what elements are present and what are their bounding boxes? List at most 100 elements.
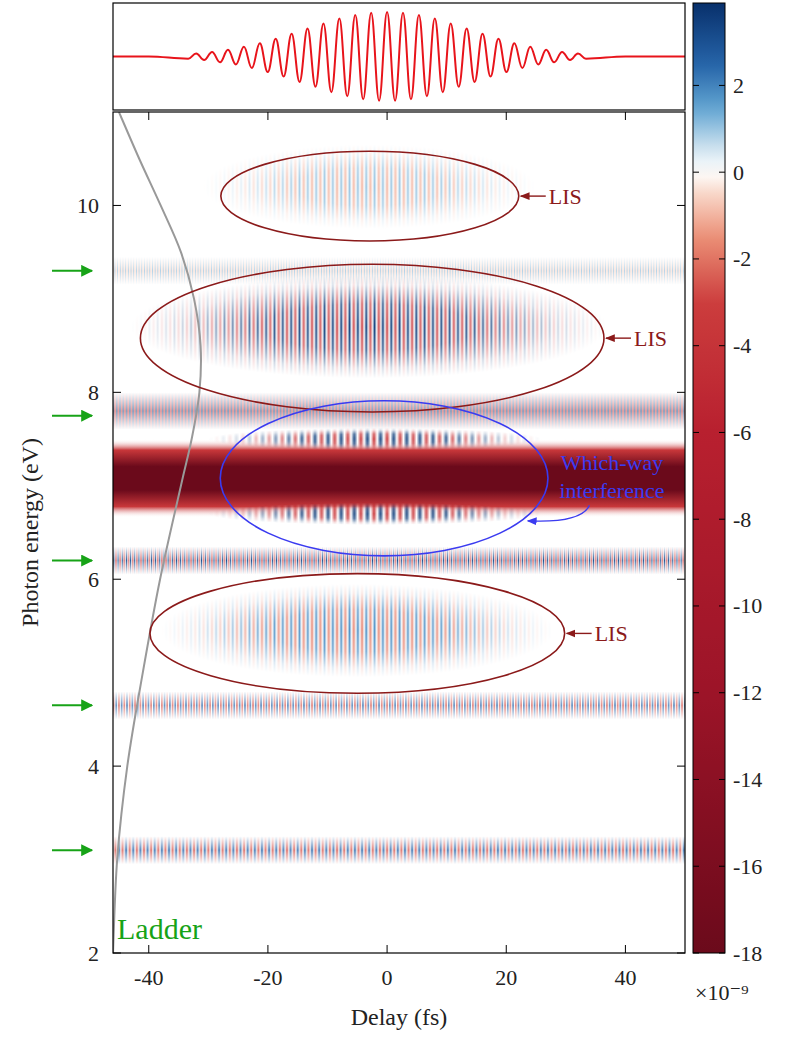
colorbar-tick [693,172,699,173]
y-tick [113,579,121,580]
pulse-data [113,12,685,101]
annotation-ellipse [150,574,565,694]
annotations: LIS LIS Which-way interference LIS [521,184,667,646]
x-tick [148,112,149,120]
ladder-label: Ladder [117,912,202,945]
fringe-band [113,547,685,575]
y-tick [677,205,685,206]
x-tick [267,945,268,953]
colorbar-tick [693,519,699,520]
colorbar-tick [719,85,725,86]
fringe-region [131,276,608,379]
colorbar-tick-label: -8 [733,507,751,532]
annotation-label: Which-way interference [559,450,664,503]
colorbar-tick [693,85,699,86]
fringe-region [208,428,542,450]
x-tick [506,945,507,953]
annotation-line: Which-way [561,450,664,475]
colorbar [693,3,725,953]
pulse-line [113,12,685,101]
ladder-arrow [52,270,92,272]
colorbar-tick-label: -10 [733,593,762,618]
ladder-arrow [52,415,92,417]
annotation-arrow [521,195,546,196]
colorbar-tick [719,432,725,433]
ladder-arrow [52,560,92,562]
colorbar-tick [719,345,725,346]
colorbar-tick [693,258,699,259]
colorbar-tick-label: -4 [733,333,751,358]
x-tick [387,945,388,953]
annotation-arrow [528,505,590,521]
y-tick [113,953,121,954]
y-tick [113,766,121,767]
y-tick-label: 10 [77,193,99,218]
colorbar-tick [693,605,699,606]
colorbar-tick [719,519,725,520]
colorbar-tick [693,345,699,346]
annotation-label: LIS [634,326,667,351]
colorbar-tick [719,866,725,867]
fringe-band [113,836,685,864]
figure: LIS LIS Which-way interference LIS -4 0 -20 0 20 4… [0,0,802,1038]
plot-frame [113,112,685,953]
colorbar-multiplier: ×10⁻⁹ [695,980,749,1005]
colorbar-tick [719,605,725,606]
x-tick-label: 40 [614,965,636,990]
colorbar-tick-label: 2 [733,73,744,98]
colorbar-tick-label: -12 [733,680,762,705]
fringe-region [161,584,554,677]
fringe-band [113,691,685,719]
colorbar-tick-label: -16 [733,854,762,879]
y-tick [113,205,121,206]
plot-data [113,112,685,953]
colorbar-tick [719,258,725,259]
x-tick [625,945,626,953]
annotation-ellipse [221,151,519,241]
x-tick-label: -20 [253,965,282,990]
colorbar-tick-label: -2 [733,246,751,271]
annotation-ellipse [220,401,548,556]
colorbar-tick-label: -18 [733,941,762,966]
y-tick [677,579,685,580]
pulse-frame [113,3,685,110]
colorbar-tick [693,953,699,954]
ladder-arrow [52,849,92,851]
y-tick [677,392,685,393]
colorbar-tick-label: -6 [733,420,751,445]
colorbar-tick [719,692,725,693]
y-tick [113,392,121,393]
x-tick-label: 20 [495,965,517,990]
plot-background [113,112,685,953]
colorbar-tick-label: -14 [733,767,762,792]
y-tick [677,766,685,767]
fringe-region [208,503,542,525]
annotation-label: LIS [549,184,582,209]
fringe-region [202,145,536,229]
colorbar-tick [693,692,699,693]
y-tick-label: 4 [88,754,99,779]
x-tick [267,112,268,120]
colorbar-tick [719,953,725,954]
ladder-curve [113,112,201,953]
colorbar-tick-label: 0 [733,160,744,185]
x-tick [387,112,388,120]
ladder-arrow [52,704,92,706]
colorbar-tick [719,779,725,780]
colorbar-tick [693,432,699,433]
colorbar-tick [693,779,699,780]
annotation-arrow [567,633,592,634]
annotation-line: interference [559,478,664,503]
x-tick-label: 0 [382,965,393,990]
y-axis-title: Photon energy (eV) [17,438,43,627]
y-tick-label: 8 [88,380,99,405]
y-tick-label: 2 [88,941,99,966]
annotation-ellipse [140,264,604,412]
x-tick [148,945,149,953]
x-axis-title: Delay (fs) [351,1004,448,1030]
colorbar-tick [719,172,725,173]
annotation-label: LIS [595,621,628,646]
y-tick-label: 6 [88,567,99,592]
annotation-arrow [606,337,631,338]
y-tick [677,953,685,954]
